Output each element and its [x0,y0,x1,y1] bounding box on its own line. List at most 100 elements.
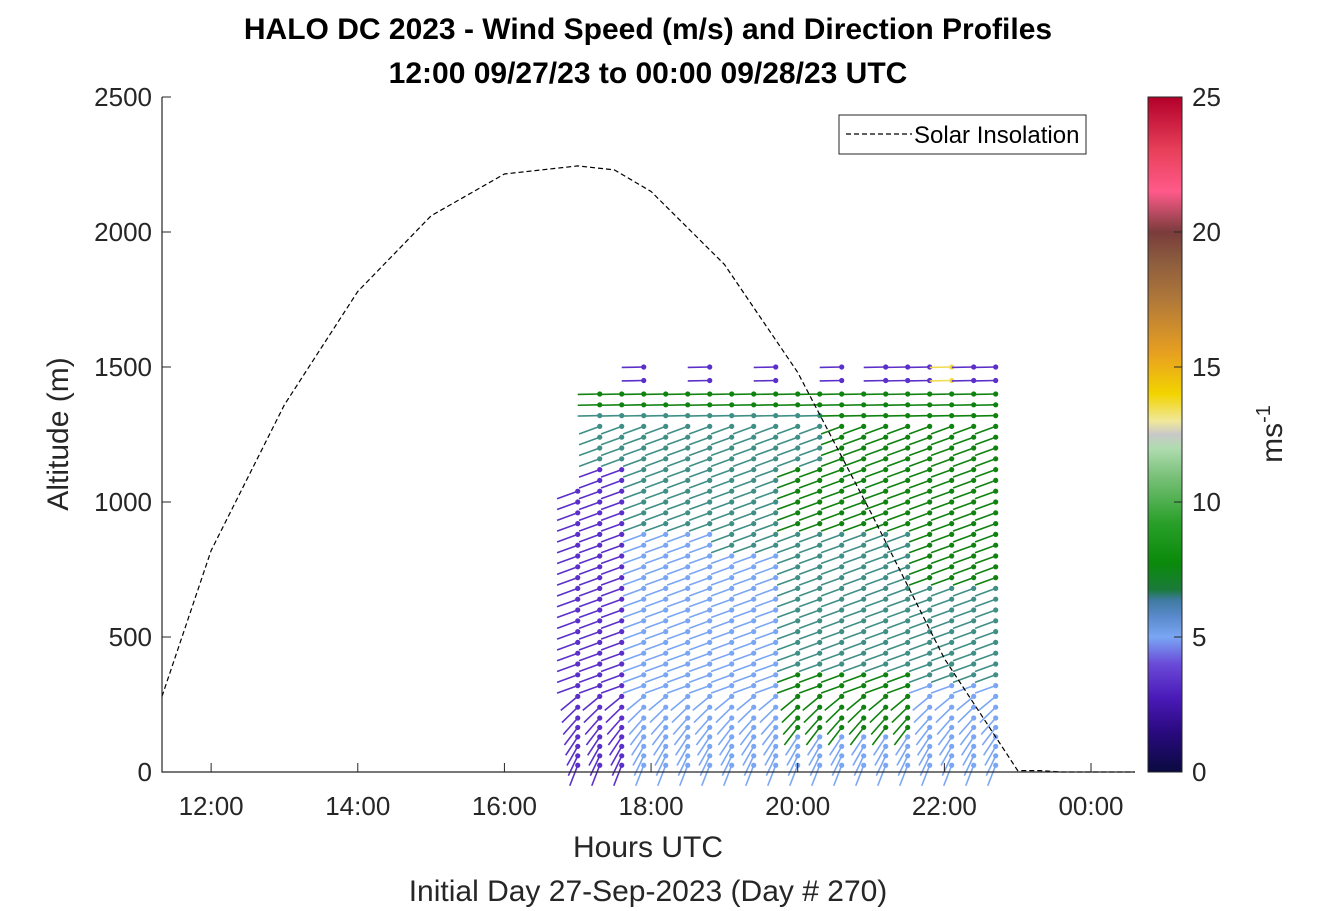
wind-barb-line [776,641,798,651]
wind-barb-point [971,715,977,721]
wind-barb-line [908,501,930,511]
wind-barb-point [729,607,735,613]
wind-barb-line [864,609,886,619]
wind-barb-point [751,521,757,527]
wind-barb-line [776,490,798,500]
wind-barb-line [754,598,776,608]
wind-barb-point [993,510,999,516]
wind-barb-point [883,531,889,538]
wind-barb-point [619,575,625,581]
wind-barb-point [597,661,603,667]
wind-barb-point [839,364,845,370]
wind-barb-line [556,555,579,565]
wind-barb-point [817,445,823,451]
wind-barb-point [795,639,801,646]
wind-barb-line [732,555,754,565]
wind-barb-point [641,364,647,370]
wind-barb-line [710,566,732,576]
wind-barb-line [869,706,887,724]
wind-barb-line [622,598,645,608]
wind-barb-line [886,598,908,608]
wind-barb-point [861,683,867,689]
wind-barb-point [861,499,867,505]
wind-barb-point [861,661,867,667]
wind-barb-point [817,704,823,710]
wind-barb-point [685,434,691,440]
wind-barb-point [795,423,801,429]
wind-barb-line [908,609,930,619]
wind-barb-point [971,553,977,559]
wind-barb-line [627,706,645,724]
wind-barb-point [861,423,867,429]
wind-barb-line [587,736,601,756]
wind-barb-point [905,743,911,749]
wind-barb-point [641,683,647,689]
wind-barb-line [886,630,908,640]
wind-barb-point [817,477,823,483]
wind-barb-point [575,672,581,678]
wind-barb-line [720,745,733,766]
wind-barb-point [971,618,977,624]
wind-barb-line [688,512,710,522]
wind-barb-line [622,674,645,684]
wind-barb-point [839,639,845,646]
wind-barb-point [575,704,581,710]
wind-barb-line [732,576,754,586]
y-ticks: 0 500 1000 1500 2000 2500 [94,82,171,787]
wind-barb-line [776,587,798,597]
wind-barb-point [685,704,691,710]
wind-barb-point [949,753,955,759]
wind-barb-point [861,650,867,656]
wind-barb-line [798,555,820,565]
wind-barb-point [597,553,603,559]
wind-barb-line [754,436,776,446]
wind-barb-point [993,762,999,768]
wind-barb-point [751,488,757,494]
wind-barb-point [949,762,955,768]
wind-barb-point [927,762,933,768]
wind-barb-point [883,585,889,592]
wind-barb-line [776,458,798,468]
wind-barb-point [949,521,955,527]
wind-barb-point [597,683,603,689]
wind-barb-line [908,663,930,673]
wind-barb-line [886,522,908,532]
wind-barb-point [971,531,977,538]
wind-barb-line [714,695,733,712]
wind-barb-line [798,684,820,694]
wind-barb-line [930,620,952,630]
wind-barb-point [597,445,603,451]
wind-barb-line [908,620,930,630]
wind-barb-point [663,456,669,462]
wind-barb-point [663,596,669,602]
wind-barb-point [795,585,801,592]
wind-barb-point [597,724,603,731]
wind-barb-point [619,661,625,667]
wind-barb-point [927,499,933,505]
wind-barb-point [729,704,735,710]
wind-barb-point [839,467,845,473]
wind-barb-point [575,618,581,624]
wind-barb-point [685,672,691,678]
wind-barb-point [795,672,801,678]
wind-barb-point [641,753,647,759]
wind-barb-line [952,555,974,565]
wind-barb-point [707,661,713,667]
wind-barb-point [817,510,823,516]
wind-barb-point [751,607,757,613]
wind-barb-line [776,598,798,608]
wind-barb-line [688,674,710,684]
wind-barb-line [688,598,710,608]
wind-barb-point [883,434,889,440]
wind-barb-line [605,706,623,724]
wind-barb-point [905,607,911,613]
wind-barb-line [842,425,864,435]
wind-barb-point [861,629,867,635]
wind-barb-point [619,607,625,613]
wind-barb-line [842,458,864,468]
wind-barb-point [883,650,889,656]
wind-barb-point [707,434,713,440]
wind-barb-point [575,683,581,689]
wind-barb-line [952,598,974,608]
wind-barb-point [707,488,713,494]
